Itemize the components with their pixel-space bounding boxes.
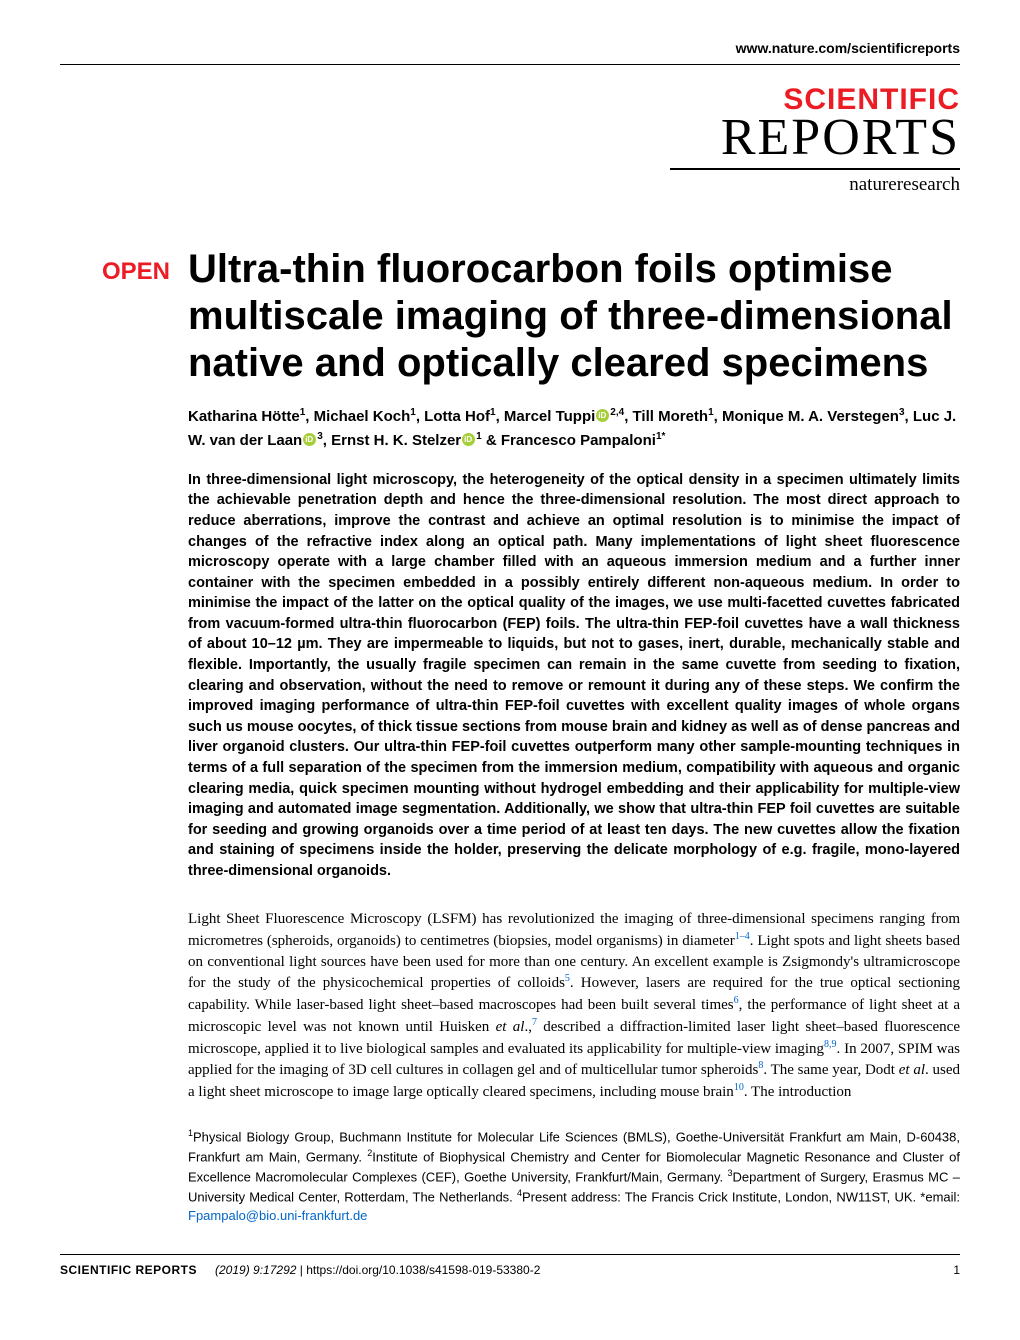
brand-divider — [670, 168, 960, 170]
brand-line-reports: REPORTS — [60, 115, 960, 162]
main-column: Ultra-thin fluorocarbon foils optimise m… — [188, 246, 960, 1226]
authors-list: Katharina Hötte1, Michael Koch1, Lotta H… — [188, 405, 960, 452]
site-url[interactable]: www.nature.com/scientificreports — [60, 40, 960, 56]
corresponding-email-link[interactable]: Fpampalo@bio.uni-frankfurt.de — [188, 1208, 367, 1223]
affiliations-block: 1Physical Biology Group, Buchmann Instit… — [188, 1127, 960, 1227]
footer-left: SCIENTIFIC REPORTS (2019) 9:17292 | http… — [60, 1263, 540, 1277]
top-divider — [60, 64, 960, 65]
open-access-column: OPEN — [60, 246, 170, 1226]
content-row: OPEN Ultra-thin fluorocarbon foils optim… — [60, 246, 960, 1226]
footer-citation: (2019) 9:17292 | https://doi.org/10.1038… — [215, 1263, 540, 1277]
footer-page-number: 1 — [953, 1263, 960, 1277]
page-footer: SCIENTIFIC REPORTS (2019) 9:17292 | http… — [60, 1254, 960, 1277]
orcid-icon — [303, 433, 316, 446]
abstract-text: In three-dimensional light microscopy, t… — [188, 470, 960, 882]
orcid-icon — [596, 409, 609, 422]
orcid-icon — [462, 433, 475, 446]
page-container: www.nature.com/scientificreports SCIENTI… — [0, 0, 1020, 1340]
footer-journal: SCIENTIFIC REPORTS — [60, 1263, 197, 1277]
open-access-badge: OPEN — [60, 258, 170, 286]
footer-year-vol: (2019) 9:17292 — [215, 1263, 300, 1277]
journal-brand-block: SCIENTIFIC REPORTS natureresearch — [60, 85, 960, 196]
article-title: Ultra-thin fluorocarbon foils optimise m… — [188, 246, 960, 388]
brand-publisher: natureresearch — [60, 174, 960, 196]
footer-doi[interactable]: | https://doi.org/10.1038/s41598-019-533… — [300, 1263, 541, 1277]
intro-paragraph: Light Sheet Fluorescence Microscopy (LSF… — [188, 909, 960, 1102]
